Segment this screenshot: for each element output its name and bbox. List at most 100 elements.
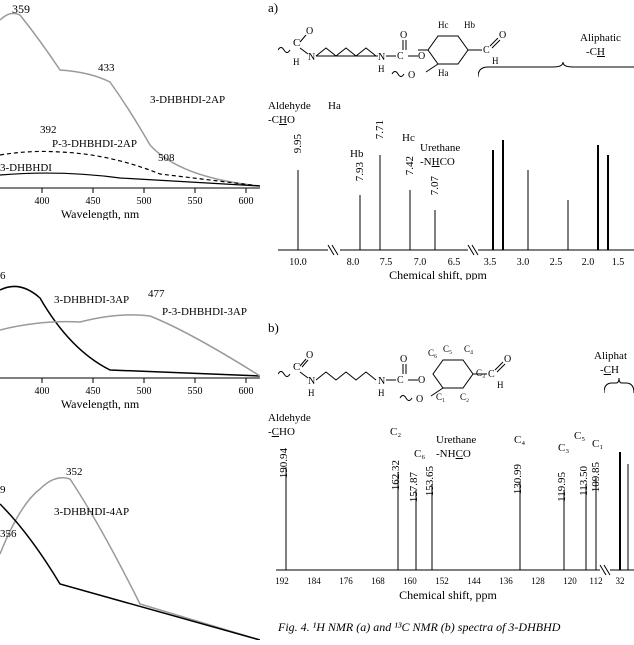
chart-a-xlabel: Wavelength, nm bbox=[61, 207, 140, 220]
svg-text:O: O bbox=[418, 51, 425, 62]
peak-742: 7.42 bbox=[404, 156, 416, 175]
peak-352: 352 bbox=[66, 466, 83, 478]
c1-label: C₁ bbox=[592, 438, 603, 450]
peak-793: 7.93 bbox=[354, 162, 366, 181]
svg-text:H: H bbox=[378, 64, 385, 74]
peak-113: 113.50 bbox=[578, 466, 590, 496]
peak-162: 162.32 bbox=[390, 460, 402, 490]
label-3dhbhdi-2ap: 3-DHBHDI-2AP bbox=[150, 94, 225, 106]
svg-text:H: H bbox=[308, 388, 315, 398]
figure-caption: Fig. 4. ¹H NMR (a) and ¹³C NMR (b) spect… bbox=[278, 620, 634, 635]
svg-text:C: C bbox=[397, 51, 404, 62]
peak-157: 157.87 bbox=[408, 472, 420, 502]
peak-359: 359 bbox=[12, 2, 30, 17]
svg-text:192: 192 bbox=[275, 576, 289, 586]
svg-text:C₁: C₁ bbox=[436, 392, 445, 402]
label-3dhbhdi-4ap: 3-DHBHDI-4AP bbox=[54, 506, 129, 518]
peak-995: 9.95 bbox=[292, 134, 304, 153]
svg-text:Hb: Hb bbox=[464, 20, 475, 30]
struct-b-svg: C O N H N H C O O C₆ C₅ C₄ C₃ C₂ C₁ C O … bbox=[278, 334, 588, 404]
peak-477: 477 bbox=[148, 288, 165, 300]
svg-text:C: C bbox=[488, 369, 495, 380]
peak-153: 153.65 bbox=[424, 466, 436, 496]
svg-text:O: O bbox=[504, 354, 511, 365]
chart-a-svg: 400 450 500 550 600 Wavelength, nm bbox=[0, 0, 260, 220]
chart-b-xlabel: Wavelength, nm bbox=[61, 397, 140, 410]
svg-text:O: O bbox=[306, 26, 313, 37]
svg-text:N: N bbox=[378, 376, 385, 387]
peak-707: 7.07 bbox=[429, 176, 441, 195]
svg-text:6.5: 6.5 bbox=[448, 257, 461, 268]
hc-label: Hc bbox=[402, 132, 415, 144]
peak-130: 130.99 bbox=[512, 464, 524, 494]
emission-chart-a: 400 450 500 550 600 Wavelength, nm 359 4… bbox=[0, 0, 260, 220]
aldehyde-label-a: Aldehyde bbox=[268, 100, 311, 112]
svg-text:O: O bbox=[400, 30, 407, 41]
hb-label: Hb bbox=[350, 148, 363, 160]
svg-text:550: 550 bbox=[188, 196, 203, 207]
svg-text:400: 400 bbox=[35, 386, 50, 397]
c5-label: C₅ bbox=[574, 430, 585, 442]
svg-text:N: N bbox=[378, 52, 385, 63]
aliphatic-label-b: Aliphat bbox=[594, 350, 627, 362]
svg-text:1.5: 1.5 bbox=[612, 257, 625, 268]
svg-text:N: N bbox=[308, 52, 315, 63]
peak-9: 9 bbox=[0, 484, 6, 496]
svg-text:500: 500 bbox=[137, 196, 152, 207]
svg-text:600: 600 bbox=[239, 386, 254, 397]
emission-chart-b: 400 450 500 550 600 Wavelength, nm 6 3-D… bbox=[0, 270, 260, 410]
svg-text:N: N bbox=[308, 376, 315, 387]
svg-text:168: 168 bbox=[371, 576, 385, 586]
svg-text:128: 128 bbox=[531, 576, 545, 586]
svg-text:160: 160 bbox=[403, 576, 417, 586]
svg-text:500: 500 bbox=[137, 386, 152, 397]
svg-text:C: C bbox=[293, 361, 300, 373]
svg-text:450: 450 bbox=[86, 386, 101, 397]
brace-b bbox=[604, 378, 634, 396]
panel-a-label: a) bbox=[268, 0, 278, 16]
ha-label: Ha bbox=[328, 100, 341, 112]
nmr-panel-b: b) C O N H N H C O O C₆ C₅ C₄ C₃ C₂ C₁ C… bbox=[268, 320, 634, 610]
svg-text:Ha: Ha bbox=[438, 68, 449, 78]
svg-text:400: 400 bbox=[35, 196, 50, 207]
cho-label-b: -CHO bbox=[268, 426, 295, 438]
nhco-label-a: -NHCO bbox=[420, 156, 455, 168]
svg-text:C₂: C₂ bbox=[460, 392, 469, 402]
svg-text:176: 176 bbox=[339, 576, 353, 586]
svg-text:H: H bbox=[497, 380, 504, 390]
aldehyde-label-b: Aldehyde bbox=[268, 412, 311, 424]
svg-text:7.5: 7.5 bbox=[380, 257, 393, 268]
c6-label: C₆ bbox=[414, 448, 425, 460]
spectrum-a-xlabel: Chemical shift, ppm bbox=[389, 268, 487, 280]
svg-text:C₆: C₆ bbox=[428, 348, 437, 358]
svg-text:O: O bbox=[499, 30, 506, 41]
peak-6: 6 bbox=[0, 270, 6, 282]
svg-text:2.5: 2.5 bbox=[550, 257, 563, 268]
svg-text:3.0: 3.0 bbox=[517, 257, 530, 268]
peak-119: 119.95 bbox=[556, 472, 568, 502]
cho-label-a: -CHO bbox=[268, 114, 295, 126]
label-3dhbhdi-3ap: 3-DHBHDI-3AP bbox=[54, 294, 129, 306]
svg-text:O: O bbox=[408, 70, 415, 80]
c4-label: C₄ bbox=[514, 434, 525, 446]
peak-508: 508 bbox=[158, 152, 175, 164]
svg-text:O: O bbox=[418, 375, 425, 386]
nmr-panel-a: a) C H O N N H C O O Hc Hb Ha C O H O bbox=[268, 0, 634, 300]
urethane-label-b: Urethane bbox=[436, 434, 476, 446]
svg-text:136: 136 bbox=[499, 576, 513, 586]
brace-a bbox=[478, 62, 634, 82]
svg-text:C₅: C₅ bbox=[443, 344, 452, 354]
svg-text:144: 144 bbox=[467, 576, 481, 586]
peak-109: 109.85 bbox=[590, 462, 602, 492]
svg-text:8.0: 8.0 bbox=[347, 257, 360, 268]
svg-text:112: 112 bbox=[589, 576, 602, 586]
chart-c-svg bbox=[0, 464, 260, 640]
urethane-label-a: Urethane bbox=[420, 142, 460, 154]
peak-356: 356 bbox=[0, 528, 17, 540]
svg-text:O: O bbox=[416, 394, 423, 404]
svg-text:C: C bbox=[293, 37, 300, 49]
svg-text:O: O bbox=[306, 350, 313, 361]
svg-text:C₄: C₄ bbox=[464, 344, 473, 354]
label-p3dhbhdi-2ap: P-3-DHBHDI-2AP bbox=[52, 138, 137, 150]
svg-text:184: 184 bbox=[307, 576, 321, 586]
